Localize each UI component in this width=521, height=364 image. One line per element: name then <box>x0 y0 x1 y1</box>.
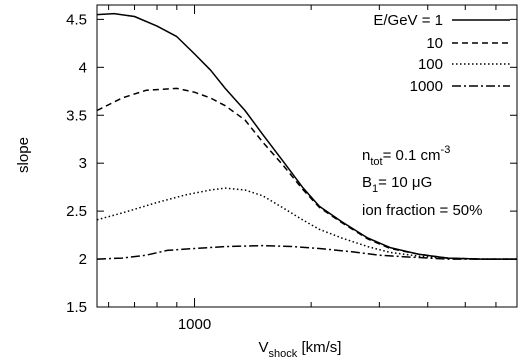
y-tick-label: 1.5 <box>66 299 87 316</box>
x-axis-label: Vshock [km/s] <box>259 339 342 360</box>
x-axis-label-rest: [km/s] <box>297 339 341 356</box>
plot-frame <box>96 4 518 308</box>
ticks-layer: 1.5 2 2.5 3 3.5 4 4.5 1000 <box>66 5 517 333</box>
series-line-1000 <box>96 244 517 260</box>
y-tick-label: 3.5 <box>66 107 87 124</box>
legend: E/GeV = 1 10 100 1000 <box>373 12 510 95</box>
y-tick-label: 3 <box>79 155 87 172</box>
legend-label-10: 10 <box>426 35 443 52</box>
legend-label-100: 100 <box>418 56 443 73</box>
legend-label-1: E/GeV = 1 <box>373 12 443 29</box>
annotation-1: ntot= 0.1 cm-3 <box>362 144 450 168</box>
series-line-100 <box>96 187 517 260</box>
annotation-2: B1= 10 μG <box>362 174 432 195</box>
y-tick-label: 2.5 <box>66 203 87 220</box>
y-tick-label: 2 <box>79 251 87 268</box>
y-tick-label: 4.5 <box>66 11 87 28</box>
annotation-3: ion fraction = 50% <box>362 202 483 219</box>
y-axis-label: slope <box>15 137 32 173</box>
x-axis-label-sub: shock <box>269 348 298 360</box>
series-layer <box>96 12 517 260</box>
series-line-10 <box>96 87 517 260</box>
legend-label-1000: 1000 <box>410 78 443 95</box>
series-line-1 <box>96 12 517 260</box>
x-tick-label: 1000 <box>178 316 211 333</box>
x-axis-label-main: V <box>259 339 269 356</box>
annotations: ntot= 0.1 cm-3 B1= 10 μG ion fraction = 50… <box>362 144 483 219</box>
y-tick-label: 4 <box>79 59 87 76</box>
